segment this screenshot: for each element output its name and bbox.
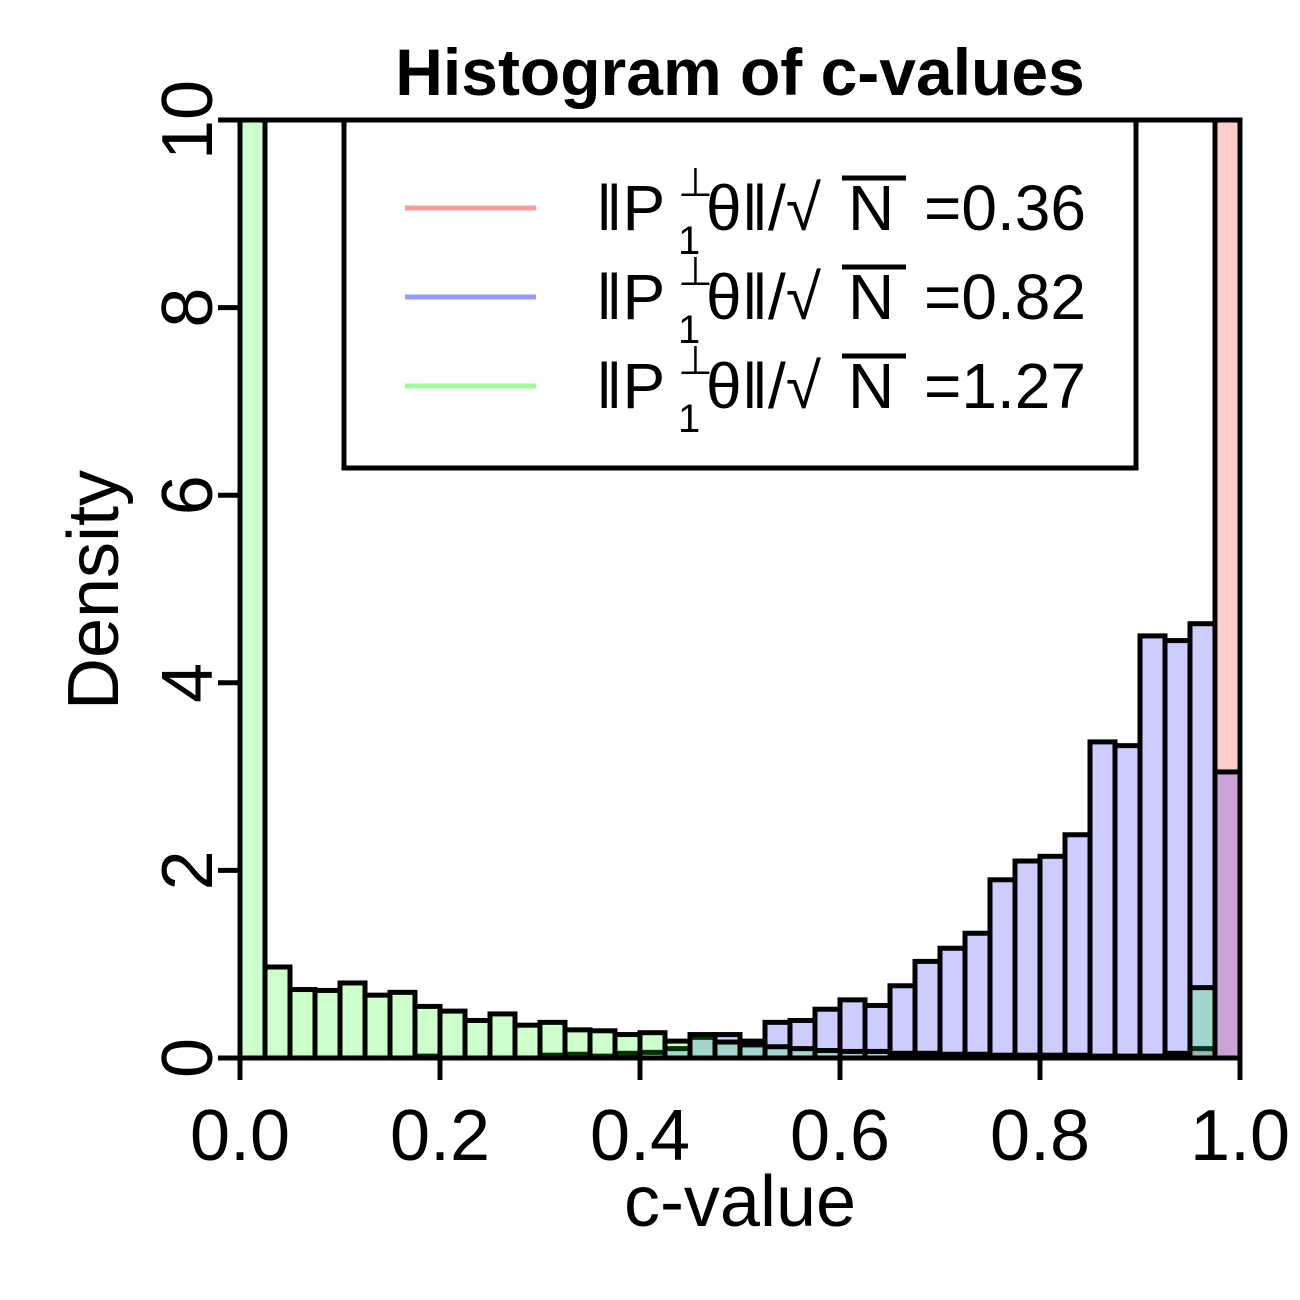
bar-series-3-bin-7 bbox=[387, 989, 418, 1061]
bar-series-3-bin-3 bbox=[287, 987, 318, 1061]
legend-subscript: 1 bbox=[678, 397, 700, 441]
bar-series-2-bin-29 bbox=[937, 945, 968, 1061]
legend-perp-symbol: ⊥ bbox=[678, 339, 713, 383]
bar-series-3-bin-4 bbox=[312, 987, 343, 1061]
legend: ‖P ⊥1 θ‖/√ N =0.36‖P ⊥1 θ‖/√ N =0.82‖P ⊥1 θ‖/√ N =1.… bbox=[341, 117, 1139, 471]
legend-value-1: =0.36 bbox=[924, 172, 1086, 244]
bar-series-3-bin-13 bbox=[537, 1019, 568, 1061]
legend-norm-mid: θ‖/√ bbox=[706, 350, 822, 422]
bar-series-2-bin-40 bbox=[1212, 769, 1243, 1061]
x-tick-label: 0.8 bbox=[990, 1096, 1090, 1176]
bar-series-3-bin-19 bbox=[687, 1032, 718, 1061]
x-tick-label: 0.4 bbox=[590, 1096, 690, 1176]
legend-norm-prefix: ‖P bbox=[596, 172, 665, 244]
legend-box bbox=[341, 117, 1139, 471]
bar-series-3-bin-12 bbox=[512, 1022, 543, 1061]
bar-series-2-bin-30 bbox=[962, 930, 993, 1061]
bar-series-2-bin-28 bbox=[912, 958, 943, 1061]
bar-series-2-bin-35 bbox=[1087, 739, 1118, 1061]
legend-norm-mid: θ‖/√ bbox=[706, 261, 822, 333]
bar-series-3-bin-18 bbox=[662, 1038, 693, 1061]
y-tick-label: 8 bbox=[148, 288, 228, 328]
bar-series-3-bin-17 bbox=[637, 1030, 668, 1061]
legend-variable: N bbox=[848, 350, 894, 422]
y-tick-label: 2 bbox=[148, 850, 228, 890]
legend-norm-prefix: ‖P bbox=[596, 350, 665, 422]
bar-series-2-bin-32 bbox=[1012, 858, 1043, 1061]
bar-series-3-bin-8 bbox=[412, 1003, 443, 1061]
bar-series-2-bin-37 bbox=[1137, 633, 1168, 1061]
bar-series-3-bin-39 bbox=[1187, 985, 1218, 1061]
bar-series-3-bin-14 bbox=[562, 1027, 593, 1061]
legend-perp-symbol: ⊥ bbox=[678, 161, 713, 205]
y-tick-label: 10 bbox=[148, 80, 228, 160]
bar-series-3-bin-2 bbox=[262, 964, 293, 1061]
legend-value-2: =0.82 bbox=[924, 261, 1086, 333]
legend-value-3: =1.27 bbox=[924, 350, 1086, 422]
legend-perp-symbol: ⊥ bbox=[678, 250, 713, 294]
chart-title: Histogram of c-values bbox=[395, 35, 1085, 109]
bar-series-2-bin-31 bbox=[987, 877, 1018, 1061]
x-tick-label: 1.0 bbox=[1190, 1096, 1290, 1176]
x-axis-label: c-value bbox=[624, 1162, 856, 1242]
y-axis-label: Density bbox=[54, 470, 134, 710]
bar-series-3-bin-16 bbox=[612, 1032, 643, 1061]
bar-series-2-bin-33 bbox=[1037, 853, 1068, 1061]
bar-series-3-bin-11 bbox=[487, 1011, 518, 1061]
bar-series-3-bin-1 bbox=[237, 117, 268, 1061]
bar-series-2-bin-27 bbox=[887, 983, 918, 1061]
x-tick-label: 0.0 bbox=[190, 1096, 290, 1176]
bar-series-3-bin-6 bbox=[362, 992, 393, 1061]
legend-subscript: 1 bbox=[678, 308, 700, 352]
bar-series-3-bin-10 bbox=[462, 1017, 493, 1061]
x-tick-label: 0.6 bbox=[790, 1096, 890, 1176]
y-tick-label: 6 bbox=[148, 475, 228, 515]
legend-variable: N bbox=[848, 172, 894, 244]
y-tick-label: 4 bbox=[148, 663, 228, 703]
bar-series-3-bin-9 bbox=[437, 1008, 468, 1061]
y-tick-label: 0 bbox=[148, 1038, 228, 1078]
legend-variable: N bbox=[848, 261, 894, 333]
bar-series-1-bin-40 bbox=[1212, 117, 1243, 1061]
legend-norm-prefix: ‖P bbox=[596, 261, 665, 333]
bar-series-2-bin-38 bbox=[1162, 638, 1193, 1061]
legend-subscript: 1 bbox=[678, 219, 700, 263]
bar-series-2-bin-34 bbox=[1062, 832, 1093, 1061]
x-tick-label: 0.2 bbox=[390, 1096, 490, 1176]
bar-series-2-bin-36 bbox=[1112, 743, 1143, 1061]
bar-series-3-bin-5 bbox=[337, 980, 368, 1061]
legend-norm-mid: θ‖/√ bbox=[706, 172, 822, 244]
bar-series-3-bin-15 bbox=[587, 1028, 618, 1061]
